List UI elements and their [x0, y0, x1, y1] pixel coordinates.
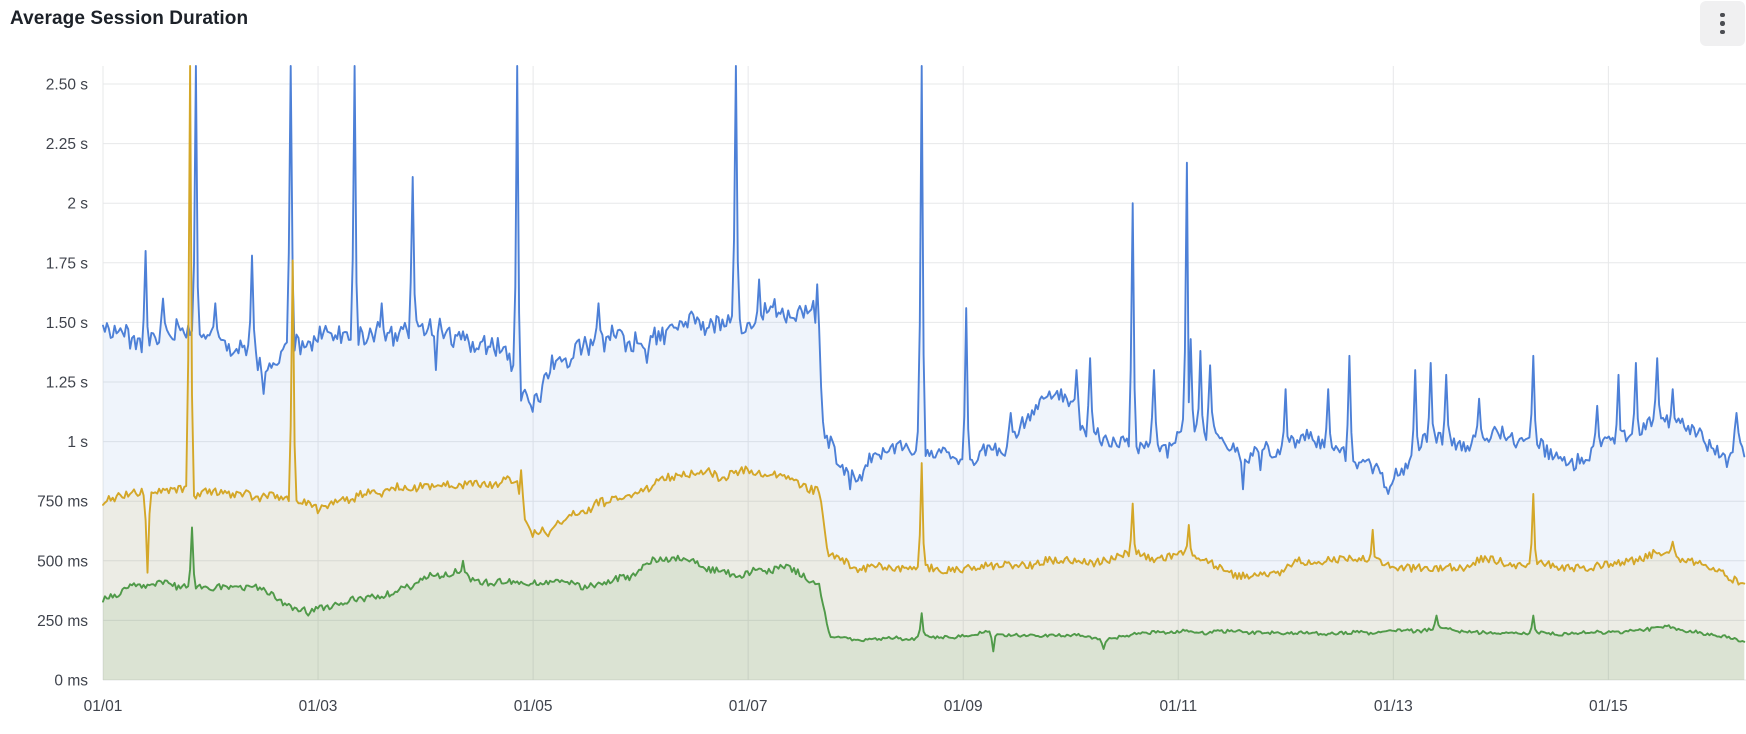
series-blue-line [102, 65, 1746, 495]
series-green-line [102, 526, 1746, 653]
y-tick-label: 1 s [67, 434, 88, 451]
panel-menu-button[interactable] [1700, 1, 1745, 46]
y-tick-label: 750 ms [37, 494, 88, 511]
x-axis-labels: 01/01 01/03 01/05 01/07 01/09 01/11 01/13 01/15 [84, 698, 1628, 715]
x-tick-label: 01/11 [1159, 698, 1197, 715]
panel-title: Average Session Duration [10, 8, 249, 29]
y-tick-label: 2.25 s [46, 136, 88, 153]
series-lines [102, 65, 1746, 653]
y-tick-label: 500 ms [37, 553, 88, 570]
x-tick-label: 01/13 [1374, 698, 1413, 715]
series-green-area [103, 527, 1745, 680]
x-tick-label: 01/15 [1589, 698, 1628, 715]
x-tick-label: 01/01 [84, 698, 123, 715]
x-tick-label: 01/03 [299, 698, 338, 715]
y-tick-label: 0 ms [54, 673, 88, 690]
y-tick-label: 2.50 s [46, 77, 88, 94]
series-yellow-area [103, 66, 1745, 680]
y-tick-label: 1.75 s [46, 255, 88, 272]
x-tick-label: 01/07 [729, 698, 768, 715]
y-tick-label: 1.50 s [46, 315, 88, 332]
y-tick-label: 250 ms [37, 613, 88, 630]
x-tick-label: 01/09 [944, 698, 983, 715]
y-tick-label: 2 s [67, 196, 88, 213]
y-tick-label: 1.25 s [46, 375, 88, 392]
y-axis-labels: 0 ms 250 ms 500 ms 750 ms 1 s 1.25 s 1.50 s 1.7… [37, 77, 88, 690]
series-yellow-line [102, 65, 1746, 586]
x-tick-label: 01/05 [514, 698, 553, 715]
kebab-menu-icon [1720, 12, 1725, 35]
